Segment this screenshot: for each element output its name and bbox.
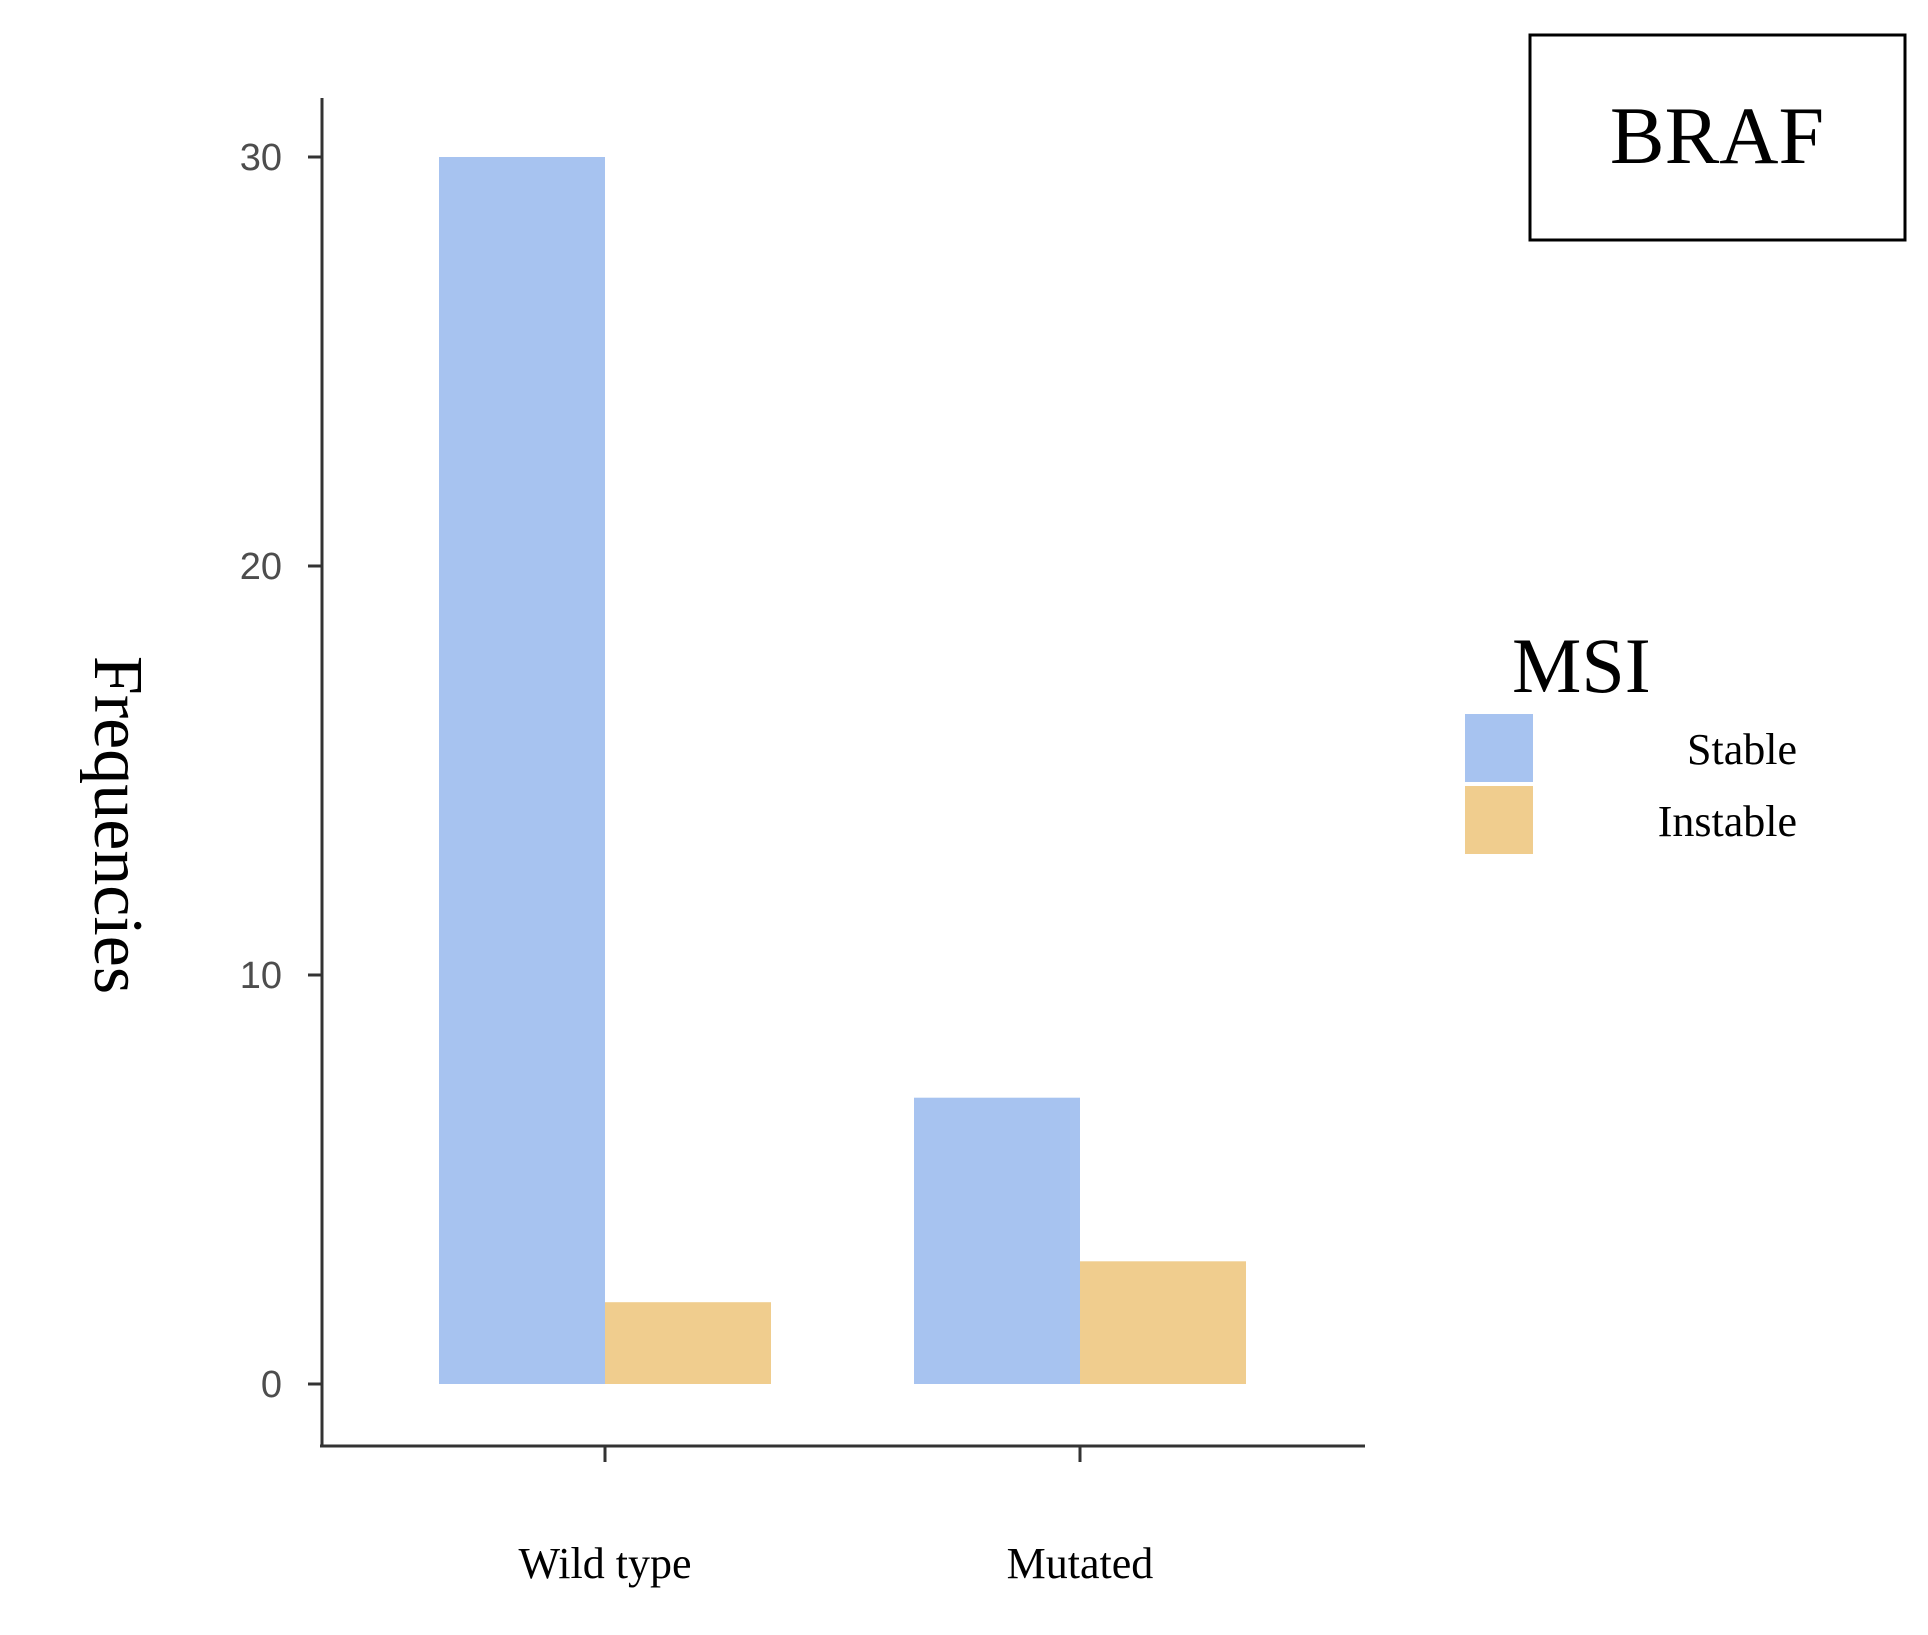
y-tick-label: 20	[240, 546, 282, 588]
x-tick-label: Mutated	[1007, 1539, 1154, 1588]
bar-instable-wild-type	[605, 1302, 771, 1384]
legend: MSI Stable Instable	[1465, 622, 1797, 854]
bars	[439, 157, 1246, 1384]
legend-title: MSI	[1512, 622, 1651, 709]
title-box: BRAF	[1528, 33, 1907, 242]
x-tick-label: Wild type	[519, 1539, 692, 1588]
legend-label-stable: Stable	[1687, 725, 1797, 774]
legend-label-instable: Instable	[1658, 797, 1797, 846]
y-tick-label: 10	[240, 955, 282, 997]
legend-swatch-stable	[1465, 714, 1533, 782]
bar-instable-mutated	[1080, 1261, 1246, 1384]
title-box-border	[1528, 33, 1907, 242]
y-tick-label: 0	[261, 1364, 282, 1406]
y-ticks: 0 10 20 30	[240, 137, 322, 1406]
bar-stable-wild-type	[439, 157, 605, 1384]
bar-stable-mutated	[914, 1097, 1080, 1384]
y-tick-label: 30	[240, 137, 282, 179]
legend-items: Stable Instable	[1465, 714, 1797, 854]
y-axis-label: Frequencies	[79, 656, 156, 994]
chart-title: BRAF	[1610, 90, 1824, 181]
x-ticks: Wild type Mutated	[519, 1446, 1154, 1588]
legend-swatch-instable	[1465, 786, 1533, 854]
